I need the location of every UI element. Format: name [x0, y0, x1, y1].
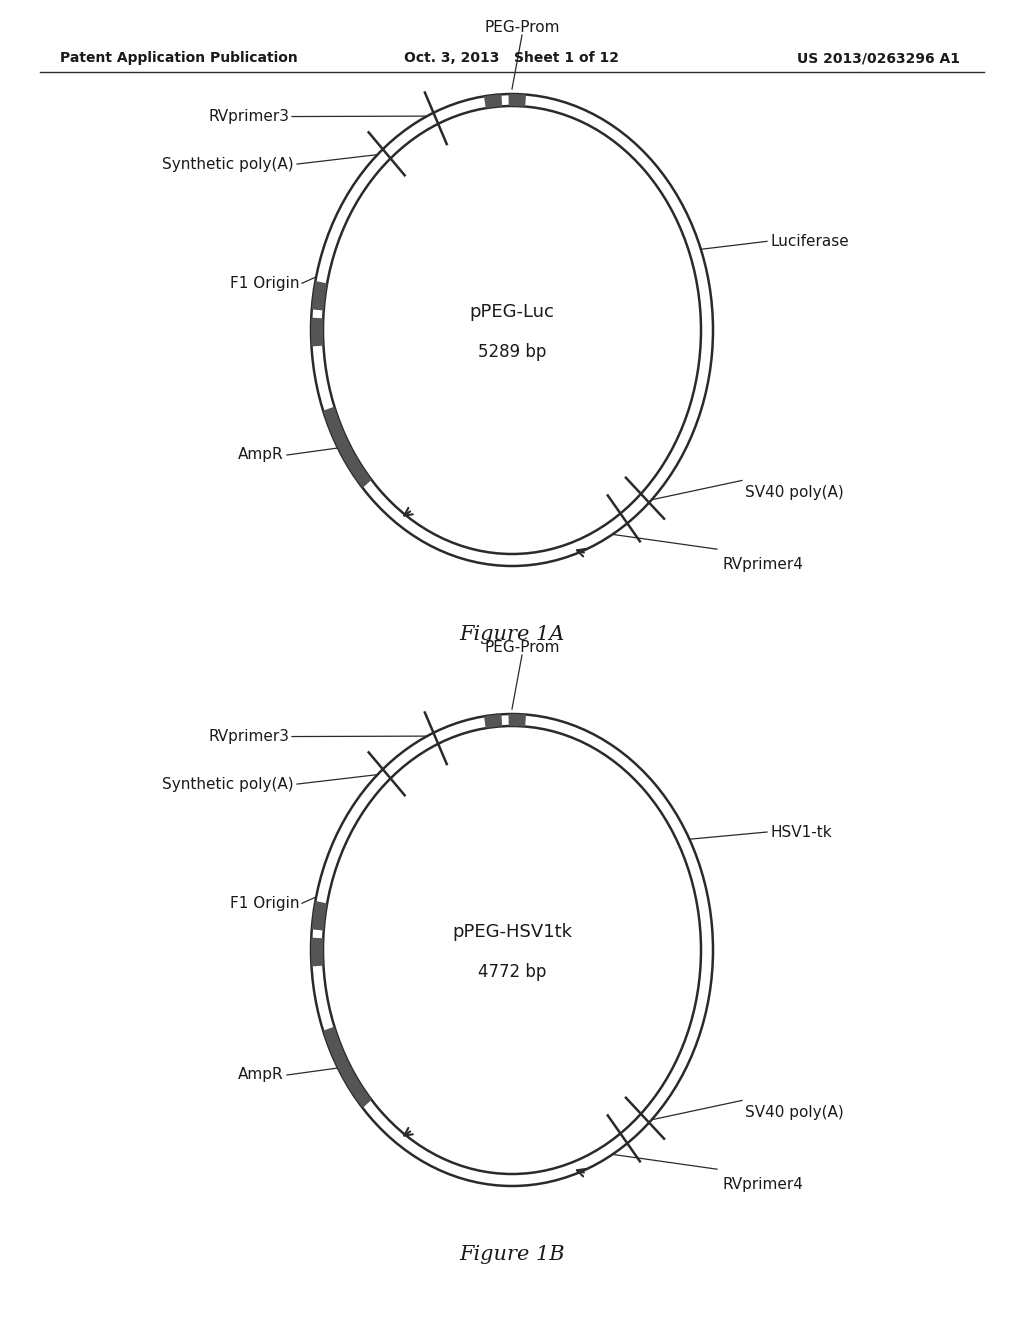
Text: 4772 bp: 4772 bp — [478, 964, 546, 981]
Text: PEG-Prom: PEG-Prom — [484, 640, 560, 655]
Text: Luciferase: Luciferase — [770, 234, 849, 249]
Text: AmpR: AmpR — [239, 447, 284, 462]
Text: F1 Origin: F1 Origin — [229, 276, 299, 290]
Text: Patent Application Publication: Patent Application Publication — [60, 51, 298, 65]
Polygon shape — [484, 714, 502, 729]
Text: AmpR: AmpR — [239, 1068, 284, 1082]
Polygon shape — [509, 94, 526, 107]
Text: Synthetic poly(A): Synthetic poly(A) — [163, 776, 294, 792]
Text: Figure 1B: Figure 1B — [459, 1246, 565, 1265]
Polygon shape — [324, 407, 372, 488]
Text: US 2013/0263296 A1: US 2013/0263296 A1 — [797, 51, 961, 65]
Text: F1 Origin: F1 Origin — [229, 896, 299, 911]
Polygon shape — [311, 318, 324, 346]
Text: Oct. 3, 2013   Sheet 1 of 12: Oct. 3, 2013 Sheet 1 of 12 — [404, 51, 620, 65]
Polygon shape — [311, 902, 327, 931]
Text: 5289 bp: 5289 bp — [478, 343, 546, 360]
Text: PEG-Prom: PEG-Prom — [484, 20, 560, 36]
Text: RVprimer4: RVprimer4 — [722, 557, 803, 572]
Polygon shape — [311, 937, 324, 966]
Text: pPEG-Luc: pPEG-Luc — [470, 304, 554, 321]
Text: RVprimer3: RVprimer3 — [208, 729, 289, 744]
Text: RVprimer3: RVprimer3 — [208, 110, 289, 124]
Text: pPEG-HSV1tk: pPEG-HSV1tk — [452, 923, 572, 941]
Polygon shape — [509, 714, 526, 726]
Text: Figure 1A: Figure 1A — [460, 626, 564, 644]
Text: RVprimer4: RVprimer4 — [722, 1177, 803, 1192]
Polygon shape — [484, 94, 502, 108]
Polygon shape — [324, 1027, 372, 1107]
Text: Synthetic poly(A): Synthetic poly(A) — [163, 157, 294, 172]
Text: SV40 poly(A): SV40 poly(A) — [745, 486, 844, 500]
Text: HSV1-tk: HSV1-tk — [770, 825, 831, 840]
Polygon shape — [311, 281, 327, 310]
Text: SV40 poly(A): SV40 poly(A) — [745, 1105, 844, 1121]
